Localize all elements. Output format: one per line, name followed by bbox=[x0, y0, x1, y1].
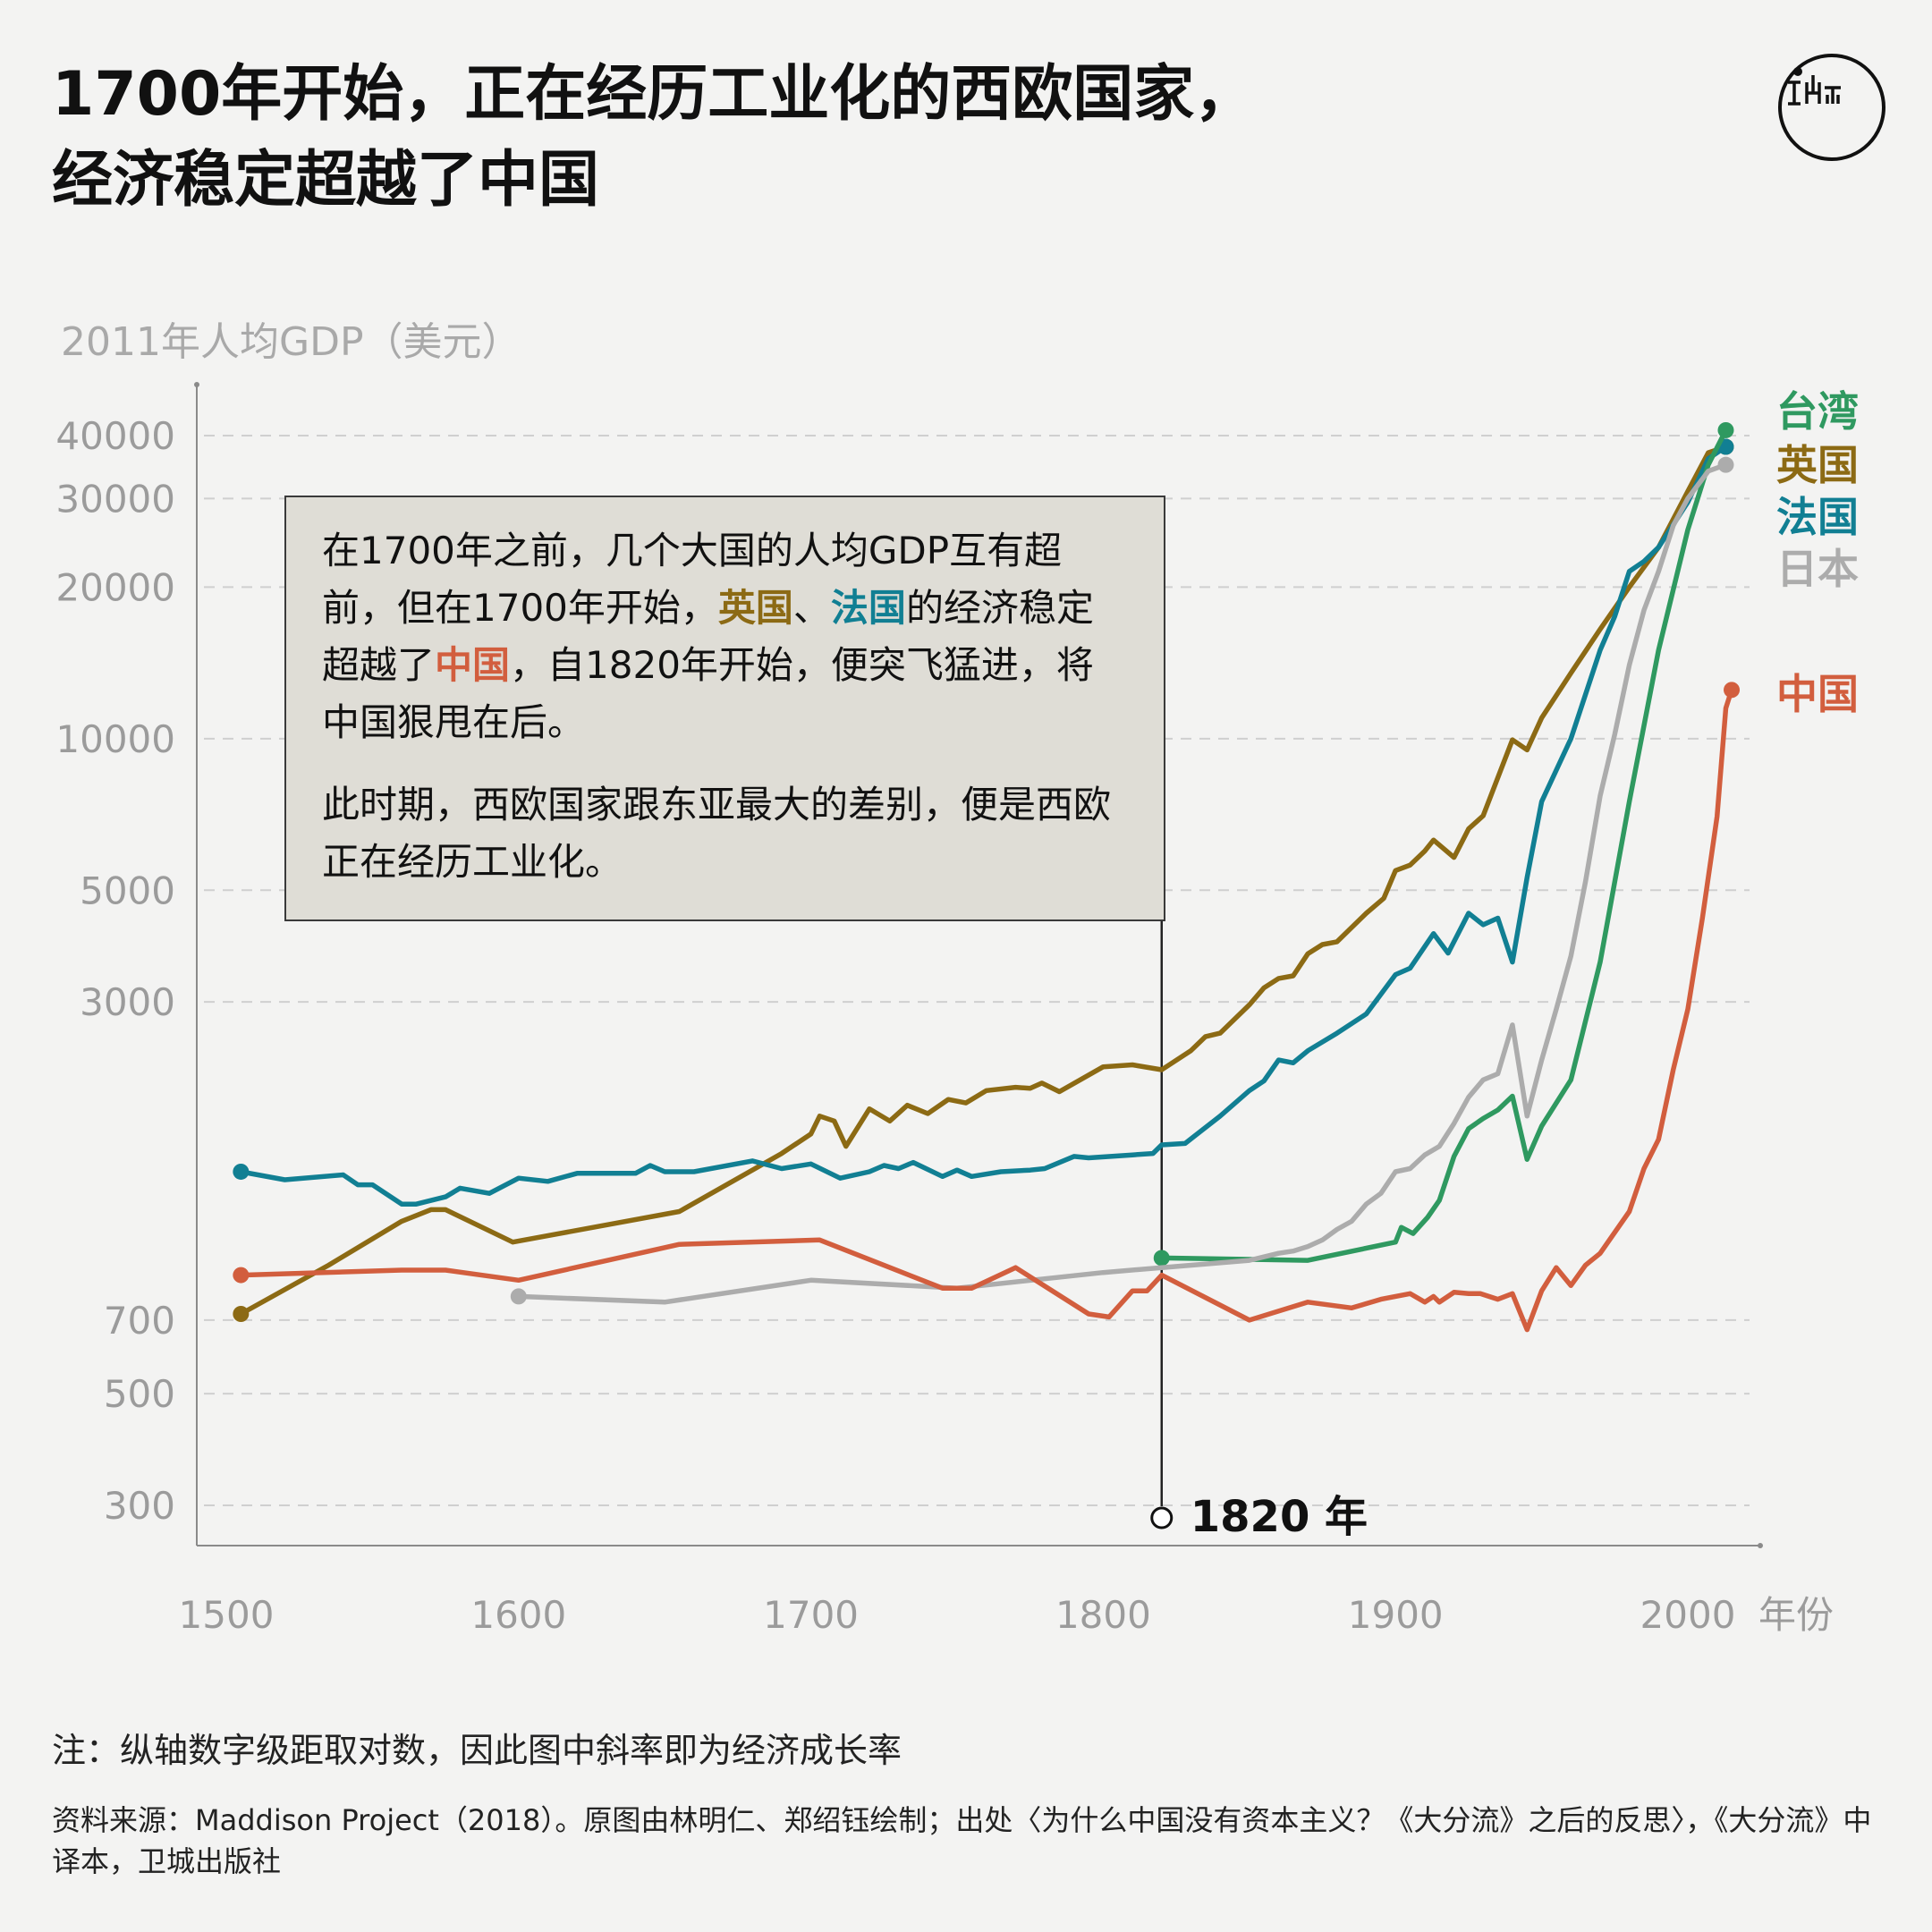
legend-label-france: 法国 bbox=[1776, 493, 1859, 541]
y-tick-label: 20000 bbox=[55, 565, 175, 609]
y-tick-label: 40000 bbox=[55, 414, 175, 458]
x-axis-end bbox=[1758, 1543, 1763, 1548]
series-start-dot-china bbox=[233, 1267, 250, 1284]
x-tick-label: 1600 bbox=[470, 1593, 566, 1637]
callout-highlight-china: 中国 bbox=[435, 643, 511, 687]
legend-label-uk: 英国 bbox=[1776, 441, 1859, 489]
series-line-uk bbox=[238, 444, 1729, 1317]
series-end-dot-china bbox=[1724, 682, 1741, 699]
callout-highlight-uk: 英国 bbox=[717, 586, 793, 630]
callout-paragraph-2: 此时期，西欧国家跟东亚最大的差别，便是西欧正在经历工业化。 bbox=[322, 783, 1112, 884]
legend-label-japan: 日本 bbox=[1776, 545, 1859, 593]
initium-logo-icon bbox=[1778, 54, 1885, 161]
x-tick-label: 1800 bbox=[1055, 1593, 1151, 1637]
title-line-1: 1700年开始，正在经历工业化的西欧国家， bbox=[52, 59, 1256, 130]
y-tick-label: 10000 bbox=[55, 717, 175, 761]
legend-label-taiwan: 台湾 bbox=[1776, 387, 1859, 436]
callout-highlight-france: 法国 bbox=[830, 586, 906, 630]
series-line-france bbox=[238, 444, 1729, 1207]
callout-paragraph-1: 在1700年之前，几个大国的人均GDP互有超前，但在1700年开始，英国、法国的… bbox=[322, 529, 1094, 744]
y-tick-label: 700 bbox=[104, 1299, 175, 1343]
footnote: 注：纵轴数字级距取对数，因此图中斜率即为经济成长率 bbox=[52, 1731, 902, 1770]
x-tick-label: 1700 bbox=[763, 1593, 859, 1637]
x-axis-label: 年份 bbox=[1758, 1593, 1834, 1637]
series-line-taiwan bbox=[1159, 428, 1729, 1263]
legend-label-china: 中国 bbox=[1776, 670, 1859, 718]
page-title: 1700年开始，正在经历工业化的西欧国家， 经济稳定超越了中国 bbox=[52, 52, 1255, 224]
x-tick-label: 1900 bbox=[1348, 1593, 1444, 1637]
y-axis-label: 2011年人均GDP（美元） bbox=[61, 319, 521, 365]
y-tick-label: 30000 bbox=[55, 477, 175, 521]
series-start-dot-france bbox=[233, 1163, 250, 1180]
series-start-dot-taiwan bbox=[1153, 1250, 1170, 1267]
x-tick-label: 1500 bbox=[179, 1593, 275, 1637]
marker-dot-1820 bbox=[1150, 1506, 1174, 1530]
title-line-2: 经济稳定超越了中国 bbox=[52, 145, 600, 216]
y-axis-end bbox=[194, 382, 199, 387]
y-tick-label: 300 bbox=[104, 1484, 175, 1528]
y-tick-label: 500 bbox=[104, 1372, 175, 1416]
series-line-japan bbox=[516, 462, 1729, 1305]
source-credit: 资料来源：Maddison Project（2018）。原图由林明仁、郑绍钰绘制… bbox=[52, 1803, 1872, 1878]
series-start-dot-uk bbox=[233, 1306, 250, 1323]
x-tick-label: 2000 bbox=[1640, 1593, 1736, 1637]
y-tick-label: 5000 bbox=[80, 869, 175, 912]
y-tick-label: 3000 bbox=[80, 980, 175, 1024]
series-end-dot-taiwan bbox=[1717, 421, 1734, 438]
series-start-dot-japan bbox=[510, 1288, 527, 1305]
series-line-china bbox=[238, 687, 1734, 1333]
gdp-line-chart: 300 500 700 3000 5000 10000 20000 30000 40000 150… bbox=[55, 382, 1859, 1637]
marker-label-1820: 1820 年 bbox=[1191, 1492, 1368, 1542]
callout-box: 在1700年之前，几个大国的人均GDP互有超前，但在1700年开始，英国、法国的… bbox=[284, 496, 1165, 921]
series-end-dot-japan bbox=[1717, 456, 1734, 473]
